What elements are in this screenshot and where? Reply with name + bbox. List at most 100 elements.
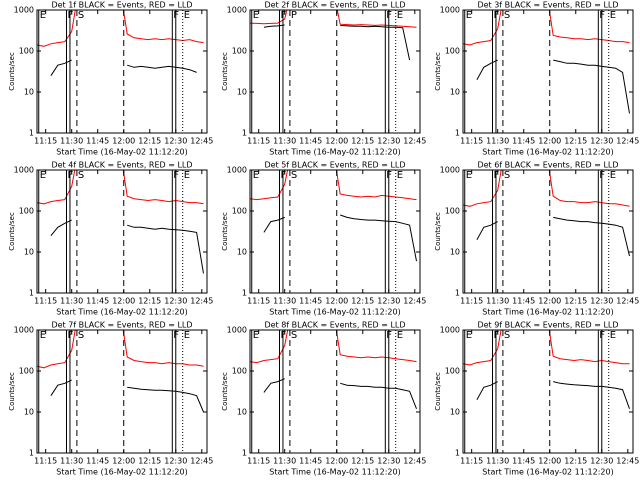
x-tick-label: 12:00 [325,297,348,306]
x-tick-label: 11:30 [273,297,296,306]
event-marker-label: F [280,170,286,181]
panel: Det 8f BLACK = Events, RED = LLD Start Ti… [221,321,426,477]
x-tick-label: 12:30 [590,297,613,306]
x-tick-label: 12:45 [403,137,426,146]
event-marker-label: F [67,170,73,181]
y-tick-label: 10 [24,88,34,97]
event-marker-label: E [610,10,616,21]
data-line [476,381,630,409]
x-tick-label: 11:30 [60,137,83,146]
y-tick-label: 1000 [440,326,460,335]
x-tick-label: 11:30 [273,457,296,466]
panel-title: Det 3f BLACK = Events, RED = LLD [477,1,618,10]
event-marker-label: E [610,170,616,181]
x-tick-label: 12:15 [138,137,161,146]
x-tick-label: 11:30 [60,457,83,466]
event-marker-label: F [386,330,392,341]
y-tick-label: 1 [455,129,460,138]
y-tick-label: 10 [237,408,247,417]
panel: Det 3f BLACK = Events, RED = LLD Start Ti… [434,1,639,157]
y-tick-label: 1000 [440,166,460,175]
y-tick-label: 1 [29,129,34,138]
x-tick-label: 11:15 [247,297,270,306]
event-marker-label: F [599,170,605,181]
y-axis-label: Counts/sec [8,52,16,91]
plot-frame [462,169,634,294]
y-tick-label: 100 [232,367,247,376]
y-axis-label: Counts/sec [434,372,442,411]
x-tick-label: 12:15 [138,457,161,466]
x-tick-label: 12:15 [564,297,587,306]
x-tick-label: 11:45 [86,137,109,146]
event-marker-label: S [291,330,297,341]
data-line [476,216,630,257]
x-tick-label: 12:00 [112,457,135,466]
panel: Det 4f BLACK = Events, RED = LLD Start Ti… [8,161,213,317]
x-tick-label: 11:15 [247,457,270,466]
event-marker-label: S [291,170,297,181]
x-tick-label: 12:45 [616,297,639,306]
event-marker-label: F [280,330,286,341]
x-axis-label: Start Time (16-May-02 11:12:20) [56,308,187,317]
event-marker-label: F [67,10,73,21]
x-tick-label: 11:45 [512,137,535,146]
panel-title: Det 4f BLACK = Events, RED = LLD [51,161,192,170]
y-tick-label: 100 [445,367,460,376]
event-marker-label: F [493,330,499,341]
y-axis-label: Counts/sec [221,52,229,91]
x-tick-label: 12:15 [351,457,374,466]
x-tick-label: 11:15 [460,137,483,146]
event-marker-label: E [40,330,46,341]
panel: Det 2f BLACK = Events, RED = LLD Start Ti… [221,1,426,157]
plot-frame [249,329,421,454]
x-tick-label: 11:15 [460,457,483,466]
event-marker-label: E [397,330,403,341]
y-tick-label: 100 [19,367,34,376]
x-tick-label: 11:45 [512,457,535,466]
y-tick-label: 100 [19,207,34,216]
event-marker-label: E [397,170,403,181]
event-marker-label: E [253,330,259,341]
x-tick-label: 12:30 [377,297,400,306]
x-tick-label: 11:30 [486,297,509,306]
x-tick-label: 11:45 [299,137,322,146]
x-axis-label: Start Time (16-May-02 11:12:20) [56,468,187,477]
x-tick-label: 12:45 [403,457,426,466]
panel: Det 7f BLACK = Events, RED = LLD Start Ti… [8,321,213,477]
y-tick-label: 1000 [440,6,460,15]
x-axis-label: Start Time (16-May-02 11:12:20) [482,308,613,317]
x-tick-label: 11:15 [247,137,270,146]
y-tick-label: 10 [237,88,247,97]
x-tick-label: 12:15 [564,137,587,146]
plot-frame [249,9,421,134]
x-axis-label: Start Time (16-May-02 11:12:20) [56,148,187,157]
event-marker-label: E [40,170,46,181]
x-tick-label: 12:15 [564,457,587,466]
x-tick-label: 12:30 [590,137,613,146]
event-marker-label: E [184,170,190,181]
event-marker-label: E [610,330,616,341]
event-marker-label: E [253,170,259,181]
x-tick-label: 12:45 [190,297,213,306]
y-tick-label: 1 [29,289,34,298]
y-tick-label: 10 [24,248,34,257]
y-tick-label: 1 [29,449,34,458]
y-tick-label: 100 [232,47,247,56]
y-axis-label: Counts/sec [221,372,229,411]
plot-frame [462,9,634,134]
x-tick-label: 11:45 [86,297,109,306]
y-tick-label: 1 [455,449,460,458]
x-tick-label: 12:00 [325,457,348,466]
panel-title: Det 9f BLACK = Events, RED = LLD [477,321,618,330]
x-tick-label: 12:30 [164,297,187,306]
panel: Det 9f BLACK = Events, RED = LLD Start Ti… [434,321,639,477]
event-marker-label: E [466,330,472,341]
y-tick-label: 1000 [227,326,247,335]
data-line [476,59,630,114]
plot-frame [249,169,421,294]
x-tick-label: 11:15 [34,137,57,146]
event-marker-label: F [173,170,179,181]
x-tick-label: 12:30 [377,457,400,466]
event-marker-label: E [40,10,46,21]
